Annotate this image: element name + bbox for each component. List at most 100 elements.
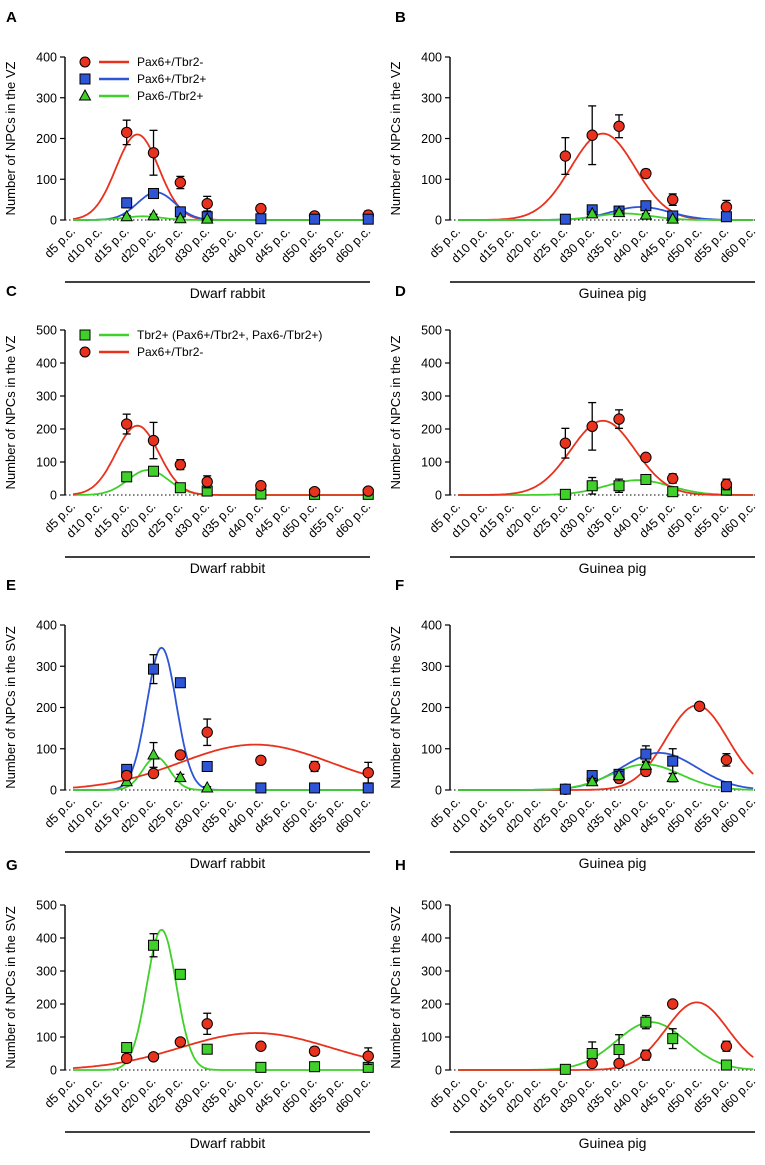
y-tick-label: 300 [36,91,57,105]
y-tick-label: 100 [421,742,442,756]
data-point [586,1057,598,1070]
y-tick-label: 400 [36,619,57,633]
data-point [201,476,213,488]
data-point [362,766,374,779]
data-point [640,167,652,180]
y-tick-label: 400 [36,932,57,946]
y-tick-label: 400 [421,51,442,65]
data-point [640,473,652,485]
data-point [308,760,321,773]
y-tick-label: 100 [421,173,442,187]
y-tick-label: 400 [421,357,442,371]
data-point [147,434,160,447]
data-point [121,471,133,483]
data-point [666,212,680,224]
data-point [559,437,572,449]
panel-letter: C [6,283,17,300]
data-point [613,413,625,425]
y-tick-label: 300 [421,390,442,404]
y-tick-label: 0 [50,214,57,228]
y-tick-label: 200 [421,423,442,437]
data-point [613,1057,625,1070]
data-point [667,755,679,767]
y-tick-label: 200 [36,132,57,146]
y-axis-label: Number of NPCs in the SVZ [388,626,403,789]
data-point [174,176,187,189]
y-tick-label: 300 [36,660,57,674]
legend-label: Tbr2+ (Pax6+/Tbr2+, Pax6-/Tbr2+) [137,328,322,342]
data-point [120,209,134,222]
y-tick-label: 0 [50,489,57,503]
x-axis-label: Dwarf rabbit [190,855,266,871]
data-point [308,1045,321,1057]
panel-h: H 0 100 200 300 400 500 Number of NPCs in the S… [388,857,758,1151]
data-point [201,198,213,210]
legend-marker [79,329,91,341]
data-point [586,1048,598,1059]
fit-curve [458,1021,754,1071]
data-point [174,458,187,471]
data-point [174,968,186,980]
y-tick-label: 500 [36,899,57,913]
y-tick-label: 300 [421,965,442,979]
data-point [586,129,598,141]
data-point [612,205,626,218]
data-point [559,213,571,225]
y-axis-label: Number of NPCs in the VZ [3,62,18,216]
data-point [147,1051,160,1063]
fit-curve [458,763,754,791]
data-point [148,663,160,675]
data-point [255,1061,267,1073]
y-axis-label: Number of NPCs in the VZ [388,336,403,490]
data-point [559,783,571,795]
data-point [120,1052,133,1065]
panel-letter: A [6,9,17,26]
data-point [640,451,652,464]
data-point [120,418,133,430]
legend-label: Pax6+/Tbr2- [137,55,203,69]
data-point [174,770,187,783]
data-point [667,1033,679,1045]
data-point [121,1042,133,1054]
y-tick-label: 100 [36,173,57,187]
data-point [148,188,160,200]
data-point [255,213,267,225]
data-point [201,760,213,772]
data-point [255,202,267,215]
data-point [559,1063,571,1075]
legend-marker [79,73,91,85]
data-point [255,1040,267,1052]
y-tick-label: 400 [36,51,57,65]
data-point [201,726,213,738]
y-axis-label: Number of NPCs in the SVZ [388,906,403,1069]
data-point [362,213,374,225]
panel-letter: H [395,857,406,874]
data-point [255,782,267,794]
y-tick-label: 100 [421,1031,442,1045]
data-point [666,770,680,783]
fit-curve [73,191,369,221]
data-point [308,486,321,498]
fit-curve [458,132,754,221]
data-point [148,465,160,477]
data-point [667,472,679,485]
y-tick-label: 500 [36,324,57,338]
data-point [585,206,599,219]
data-point [362,782,374,794]
x-axis-label: Guinea pig [579,855,647,871]
y-axis-label: Number of NPCs in the VZ [3,336,18,490]
fit-curve [73,756,369,791]
y-tick-label: 300 [421,91,442,105]
data-point [174,1036,187,1048]
y-tick-label: 100 [36,456,57,470]
y-tick-label: 500 [421,899,442,913]
data-point [667,486,679,498]
data-point [720,781,732,793]
x-axis-label: Guinea pig [579,285,647,301]
legend-marker [79,56,91,68]
legend-label: Pax6+/Tbr2- [137,345,203,359]
fit-curve [72,424,369,496]
y-tick-label: 300 [36,965,57,979]
